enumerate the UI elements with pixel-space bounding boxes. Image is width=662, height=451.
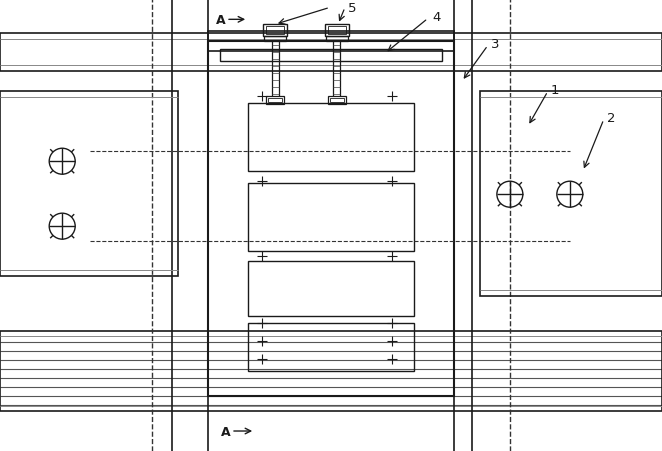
Bar — [266, 97, 284, 105]
Bar — [0, 92, 178, 276]
Bar — [266, 27, 284, 35]
Bar — [268, 99, 282, 103]
Text: 4: 4 — [432, 11, 440, 24]
Bar — [0, 34, 662, 72]
Text: 5: 5 — [348, 2, 357, 15]
Bar — [248, 184, 414, 252]
Bar — [208, 32, 454, 52]
Text: 3: 3 — [491, 38, 499, 51]
Bar — [328, 97, 346, 105]
Text: A: A — [220, 424, 230, 437]
Bar — [208, 42, 454, 396]
Text: 2: 2 — [607, 111, 615, 124]
Text: 1: 1 — [551, 83, 559, 97]
Bar — [248, 104, 414, 172]
Bar — [330, 99, 344, 103]
Bar — [0, 331, 662, 411]
Bar — [220, 50, 442, 62]
Bar — [326, 37, 348, 42]
Bar — [325, 25, 349, 37]
Bar — [480, 92, 662, 296]
Text: A: A — [215, 14, 225, 27]
Bar — [264, 37, 286, 42]
Bar — [248, 262, 414, 317]
Bar — [328, 27, 346, 35]
Bar — [263, 25, 287, 37]
Bar — [248, 323, 414, 371]
